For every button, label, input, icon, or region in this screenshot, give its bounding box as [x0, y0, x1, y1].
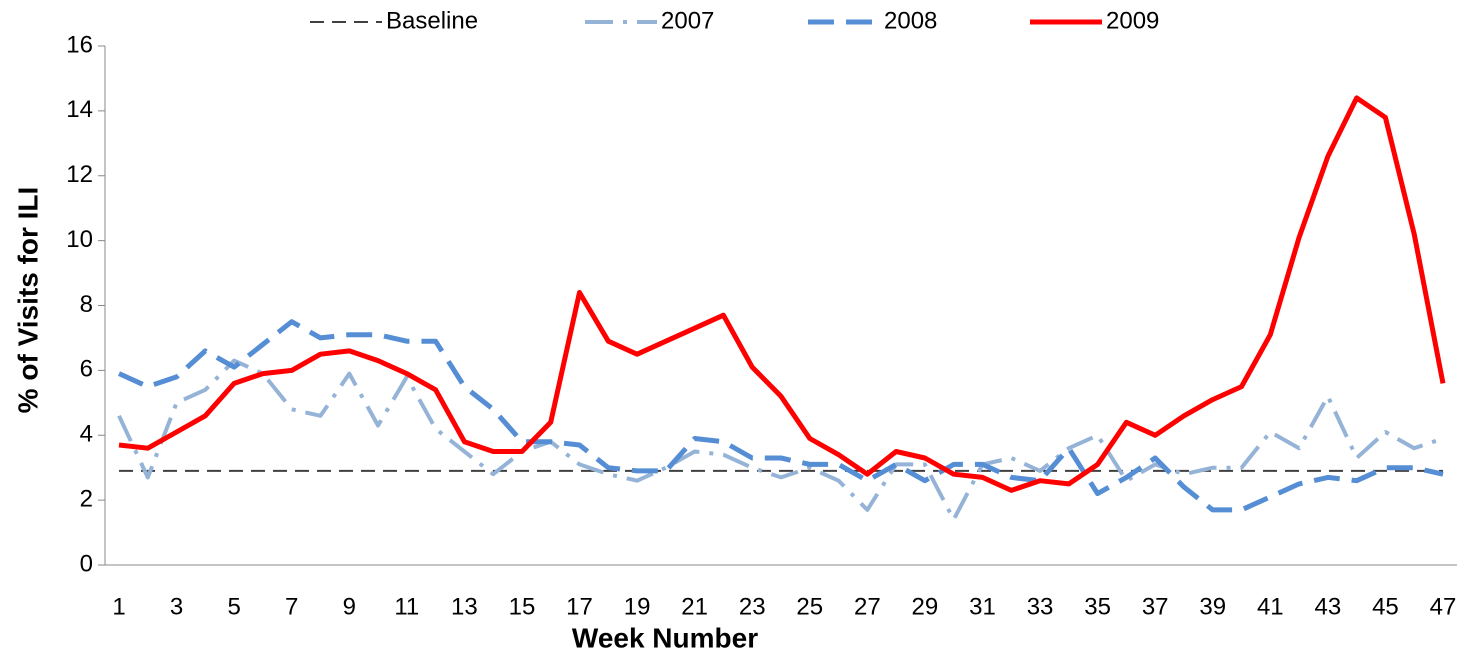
- legend-label: Baseline: [386, 7, 478, 34]
- y-tick-label: 0: [80, 550, 93, 577]
- x-tick-label: 7: [285, 593, 298, 620]
- x-tick-label: 5: [227, 593, 240, 620]
- y-tick-label: 14: [66, 96, 93, 123]
- legend-label: 2007: [661, 7, 714, 34]
- x-tick-label: 39: [1199, 593, 1226, 620]
- x-tick-label: 19: [624, 593, 651, 620]
- y-tick-label: 12: [66, 161, 93, 188]
- x-tick-label: 17: [566, 593, 593, 620]
- x-tick-label: 43: [1315, 593, 1342, 620]
- x-tick-label: 13: [451, 593, 478, 620]
- y-tick-label: 4: [80, 421, 93, 448]
- x-tick-label: 11: [394, 593, 419, 620]
- y-tick-label: 10: [66, 226, 93, 253]
- x-tick-label: 15: [509, 593, 536, 620]
- x-tick-label: 27: [854, 593, 881, 620]
- x-tick-label: 1: [112, 593, 125, 620]
- x-tick-label: 9: [343, 593, 356, 620]
- y-tick-label: 8: [80, 291, 93, 318]
- x-tick-label: 47: [1430, 593, 1457, 620]
- x-tick-label: 41: [1257, 593, 1284, 620]
- legend-label: 2008: [884, 7, 937, 34]
- x-tick-label: 21: [681, 593, 708, 620]
- x-tick-label: 23: [739, 593, 766, 620]
- x-tick-label: 25: [796, 593, 823, 620]
- legend-label: 2009: [1106, 7, 1159, 34]
- y-tick-label: 6: [80, 356, 93, 383]
- x-tick-label: 35: [1084, 593, 1111, 620]
- x-tick-label: 33: [1027, 593, 1054, 620]
- x-tick-label: 3: [170, 593, 183, 620]
- x-tick-label: 37: [1142, 593, 1169, 620]
- y-tick-label: 16: [66, 31, 93, 58]
- x-tick-label: 29: [912, 593, 939, 620]
- x-axis-title: Week Number: [572, 622, 758, 653]
- x-tick-label: 31: [969, 593, 996, 620]
- x-tick-label: 45: [1372, 593, 1399, 620]
- y-axis-title: % of Visits for ILI: [12, 187, 43, 414]
- y-tick-label: 2: [80, 485, 93, 512]
- series-line: [117, 319, 1444, 513]
- series-line: [117, 358, 1444, 522]
- series-line: [118, 95, 1446, 493]
